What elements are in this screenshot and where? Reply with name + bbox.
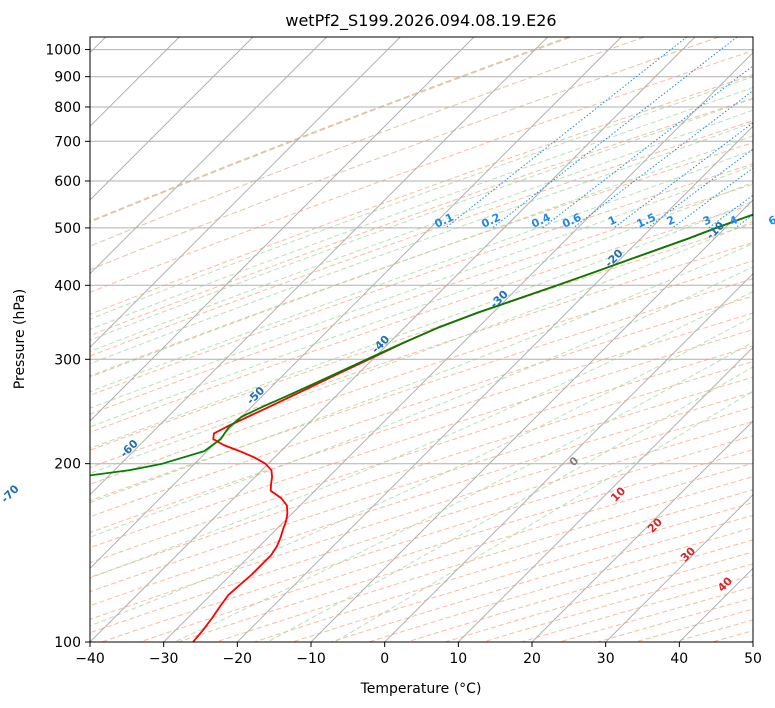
- isotherm-line: [90, 37, 254, 201]
- mixing-ratio-line: [445, 37, 688, 229]
- dry-adiabat-line: [90, 345, 753, 564]
- x-tick-label: −30: [149, 651, 179, 667]
- plot-grid: [90, 37, 753, 642]
- y-tick-label: 400: [54, 278, 81, 294]
- y-tick-label: 800: [54, 100, 81, 116]
- moist-adiabat-line: [90, 109, 753, 353]
- dry-adiabat-line: [177, 462, 753, 642]
- isotherm-line: [90, 37, 549, 496]
- plot-series: [90, 213, 753, 642]
- isotherm-line: [90, 37, 622, 570]
- x-tick-label: −20: [223, 651, 253, 667]
- dry-adiabat-line: [90, 329, 753, 549]
- x-tick-label: 50: [744, 651, 762, 667]
- isotherm-line: [90, 37, 328, 275]
- isotherm-line: [90, 37, 475, 422]
- dry-adiabat-line: [90, 260, 753, 485]
- moist-adiabat-line: [90, 290, 753, 579]
- moist-adiabat-line: [90, 121, 753, 365]
- x-tick-label: 10: [449, 651, 467, 667]
- plot-frame: [89, 36, 754, 643]
- isotherm-line: [310, 199, 753, 642]
- x-tick-label: 0: [380, 651, 389, 667]
- dry-adiabat-line: [90, 120, 753, 357]
- mixing-ratio-line: [672, 167, 753, 229]
- dry-adiabat-line: [406, 539, 753, 642]
- y-tick-label: 300: [54, 352, 81, 368]
- moist-adiabat-line: [334, 390, 753, 642]
- moist-adiabat-line: [90, 200, 753, 449]
- mixing-ratio-line: [492, 37, 738, 229]
- y-tick-label: 600: [54, 174, 81, 190]
- mixing-ratio-line: [613, 122, 753, 229]
- y-tick-label: 900: [54, 70, 81, 86]
- moist-adiabat-line: [90, 220, 753, 474]
- isotherm-line: [531, 420, 753, 642]
- x-tick-label: −40: [75, 651, 105, 667]
- isotherm-line: [163, 51, 753, 642]
- chart-title: wetPf2_S199.2026.094.08.19.E26: [285, 11, 556, 31]
- isotherm-line: [384, 272, 753, 642]
- isotherm-line: [605, 493, 753, 642]
- moist-adiabat-line: [90, 164, 753, 409]
- isotherm-line: [457, 346, 753, 642]
- dry-adiabat-line: [368, 527, 753, 642]
- dry-adiabat-line: [101, 435, 753, 642]
- y-tick-label: 200: [54, 457, 81, 473]
- mixing-ratio-line: [542, 65, 753, 229]
- dry-adiabat-line: [90, 241, 753, 469]
- dewpoint-profile-line: [90, 213, 753, 477]
- y-tick-label: 1000: [45, 43, 81, 59]
- y-tick-label: 700: [54, 134, 81, 150]
- x-tick-label: −10: [296, 651, 326, 667]
- dry-adiabat-line: [90, 203, 753, 433]
- y-axis-title: Pressure (hPa): [12, 289, 28, 389]
- isotherm-line: [90, 37, 696, 642]
- x-tick-label: 20: [523, 651, 541, 667]
- mixing-ratio-label: 6: [766, 213, 775, 228]
- plot-line-labels: 0.10.20.40.611.52346810131620253036-100-…: [0, 211, 775, 595]
- x-axis-title: Temperature (°C): [360, 681, 482, 697]
- moist-adiabat-line: [90, 98, 753, 341]
- moist-adiabat-line: [90, 76, 753, 320]
- dry-adiabat-line: [90, 163, 753, 396]
- x-tick-label: 30: [597, 651, 615, 667]
- dry-adiabat-line: [139, 449, 753, 642]
- dry-adiabat-line: [90, 295, 753, 518]
- axis-ticks: −40 −30 −20 −10 0 10 20 30 40 50 100 200 300 400 500 60…: [45, 43, 762, 667]
- y-tick-label: 100: [54, 635, 81, 651]
- dry-adiabat-line: [90, 406, 753, 620]
- moist-adiabat-line: [173, 341, 753, 642]
- isotherm-line: [90, 37, 401, 349]
- x-tick-label: 40: [670, 651, 688, 667]
- moist-adiabat-line: [90, 86, 753, 330]
- y-tick-label: 500: [54, 221, 81, 237]
- dry-adiabat-line: [90, 420, 753, 634]
- isotherm-line: [236, 125, 753, 642]
